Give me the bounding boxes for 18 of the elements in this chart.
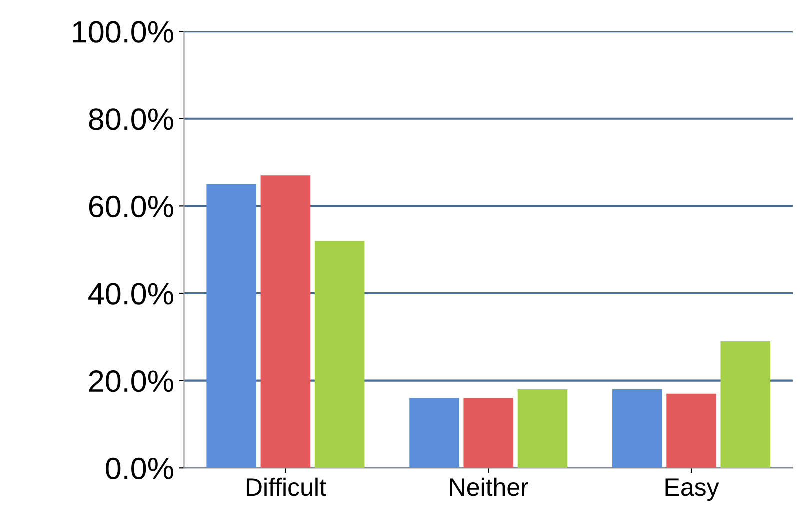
- y-tick-label: 40.0%: [88, 283, 174, 305]
- y-tick-label: 100.0%: [73, 21, 174, 43]
- y-tick-label: 80.0%: [89, 108, 174, 130]
- bar: [518, 390, 568, 468]
- x-tick-label: Easy: [666, 478, 720, 502]
- bar: [410, 398, 460, 468]
- bar: [314, 241, 365, 468]
- bar: [206, 184, 256, 468]
- bar: [666, 394, 716, 468]
- bar: [260, 176, 311, 468]
- bar: [612, 390, 662, 468]
- y-tick-label: 0.0%: [106, 458, 174, 480]
- y-tick-label: 60.0%: [89, 196, 174, 218]
- y-tick-label: 20.0%: [89, 370, 174, 392]
- x-tick-label: Difficult: [246, 478, 326, 496]
- bar: [464, 398, 514, 468]
- bar: [720, 342, 771, 468]
- x-tick-label: Neither: [450, 478, 528, 496]
